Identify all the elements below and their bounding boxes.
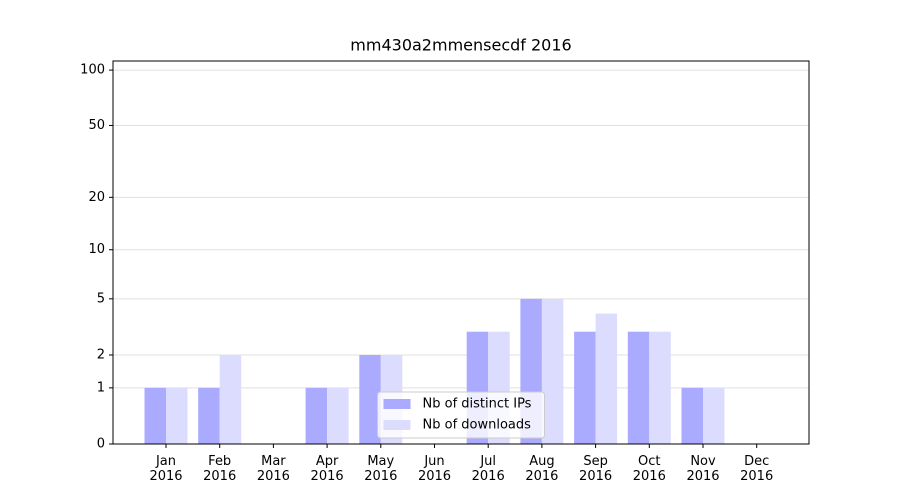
x-tick-label: Jun 2016 (418, 454, 451, 484)
bar (166, 387, 188, 444)
bar (649, 331, 671, 444)
x-tick-label: Mar 2016 (257, 454, 290, 484)
bar (305, 387, 328, 444)
bar (198, 387, 220, 444)
bar (144, 387, 166, 444)
x-tick-label: Oct 2016 (633, 454, 666, 484)
plot-frame (112, 60, 810, 445)
legend-label: Nb of downloads (423, 418, 532, 433)
bar (681, 387, 703, 444)
bar (574, 331, 596, 444)
x-tick-label: Aug 2016 (525, 454, 558, 484)
bar (327, 387, 349, 444)
chart-title: mm430a2mmensecdf 2016 (350, 36, 571, 55)
x-tick-label: Apr 2016 (311, 454, 344, 484)
legend-swatch (383, 399, 411, 409)
x-tick-label: Jan 2016 (149, 454, 182, 484)
y-tick-label: 20 (88, 190, 105, 205)
x-tick-label: Sep 2016 (579, 454, 612, 484)
bar (541, 298, 564, 444)
y-tick-label: 0 (97, 437, 105, 452)
legend-swatch (383, 420, 411, 430)
bar (359, 354, 381, 444)
bar (627, 331, 650, 444)
legend-box (377, 391, 545, 439)
y-tick-label: 50 (88, 118, 105, 133)
x-tick-label: May 2016 (364, 454, 397, 484)
y-tick-label: 100 (80, 63, 105, 78)
y-tick-label: 1 (97, 380, 105, 395)
legend-label: Nb of distinct IPs (423, 397, 532, 412)
x-tick-label: Nov 2016 (686, 454, 719, 484)
bar (703, 387, 725, 444)
x-tick-label: Feb 2016 (203, 454, 236, 484)
x-tick-label: Jul 2016 (472, 454, 505, 484)
y-tick-label: 10 (88, 242, 105, 257)
bar (595, 313, 618, 444)
y-tick-label: 2 (97, 347, 105, 362)
bar (219, 354, 242, 444)
x-tick-label: Dec 2016 (740, 454, 773, 484)
y-tick-label: 5 (97, 291, 105, 306)
